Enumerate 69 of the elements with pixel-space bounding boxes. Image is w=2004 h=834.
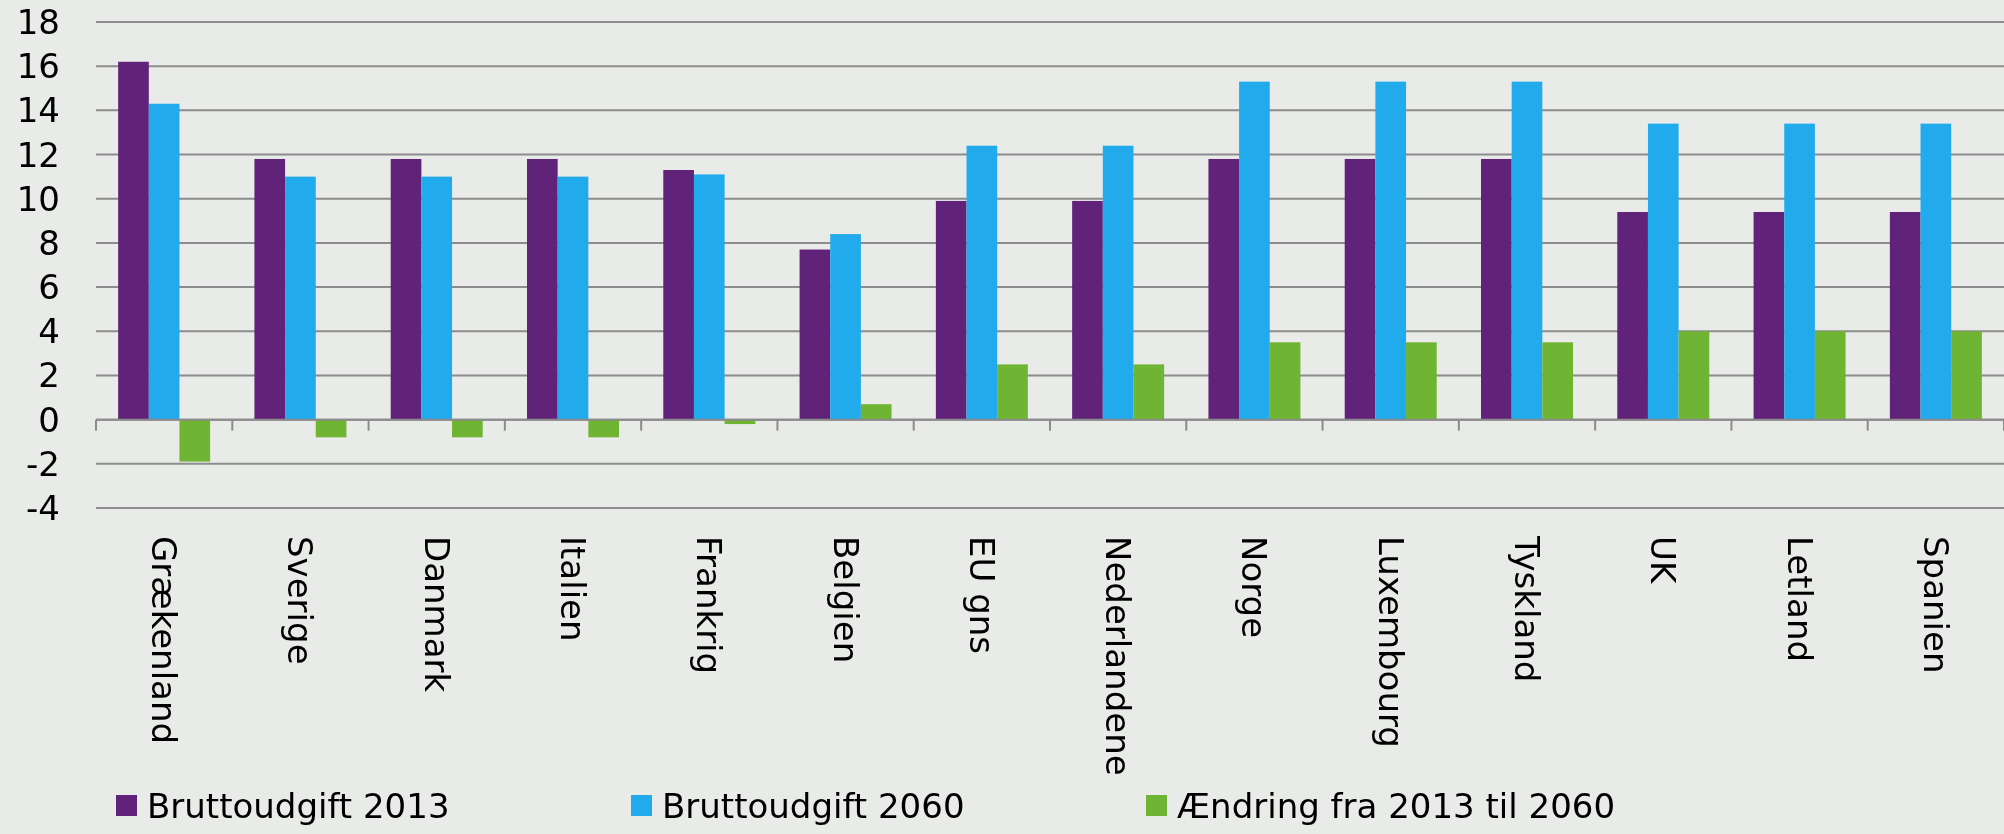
bar bbox=[1814, 331, 1846, 420]
bar bbox=[830, 234, 861, 420]
bar bbox=[1920, 123, 1952, 420]
bar bbox=[390, 158, 422, 420]
bar bbox=[1208, 158, 1240, 420]
bar bbox=[1269, 342, 1301, 420]
legend-label: Bruttoudgift 2013 bbox=[147, 786, 450, 826]
bar bbox=[421, 176, 453, 420]
x-tick-label: Letland bbox=[1779, 536, 1820, 663]
x-tick-label: Belgien bbox=[825, 536, 866, 664]
bar bbox=[148, 103, 180, 420]
bar bbox=[118, 61, 149, 420]
bar bbox=[1102, 145, 1134, 420]
bar bbox=[1753, 211, 1785, 420]
bar bbox=[693, 174, 725, 420]
y-tick-label: 0 bbox=[38, 399, 60, 440]
y-tick-label: 8 bbox=[38, 222, 60, 263]
x-tick-label: Danmark bbox=[416, 536, 457, 693]
y-tick-label: 12 bbox=[16, 134, 60, 175]
x-tick-label: Tyskland bbox=[1507, 535, 1547, 683]
y-tick-label: -2 bbox=[26, 443, 60, 484]
bar bbox=[966, 145, 998, 420]
bar bbox=[1784, 123, 1815, 420]
x-tick-label: EU gns bbox=[961, 536, 1002, 655]
bar bbox=[1344, 158, 1376, 420]
bar bbox=[1678, 331, 1710, 420]
y-tick-label: 16 bbox=[16, 46, 60, 87]
y-tick-label: -4 bbox=[26, 488, 60, 528]
bar bbox=[452, 419, 483, 438]
bar bbox=[663, 170, 694, 420]
y-tick-label: 10 bbox=[16, 178, 60, 219]
bar bbox=[1375, 81, 1407, 420]
bar bbox=[1647, 123, 1679, 420]
bar bbox=[1542, 342, 1573, 420]
y-tick-label: 6 bbox=[38, 267, 60, 308]
y-tick-label: 4 bbox=[38, 311, 60, 352]
bar bbox=[1406, 342, 1437, 420]
bar bbox=[1951, 331, 1982, 420]
bar bbox=[527, 158, 558, 420]
x-tick-label: Luxembourg bbox=[1370, 536, 1411, 748]
bar bbox=[1889, 211, 1921, 420]
x-tick-label: Frankrig bbox=[689, 536, 730, 675]
x-tick-label: Italien bbox=[553, 536, 593, 642]
bar bbox=[285, 176, 316, 420]
y-tick-label: 2 bbox=[38, 355, 60, 396]
bar bbox=[254, 158, 286, 420]
x-tick-label: Spanien bbox=[1915, 536, 1956, 674]
x-tick-label: Norge bbox=[1234, 536, 1275, 639]
bar bbox=[997, 364, 1028, 420]
y-tick-label: 18 bbox=[16, 2, 60, 42]
bar bbox=[588, 419, 619, 438]
bar bbox=[1511, 81, 1543, 420]
bar bbox=[179, 419, 211, 462]
bar bbox=[799, 249, 831, 420]
bar bbox=[1481, 158, 1512, 420]
bar bbox=[1133, 364, 1165, 420]
legend-label: Bruttoudgift 2060 bbox=[662, 786, 965, 826]
bar bbox=[557, 176, 589, 420]
bar bbox=[935, 200, 967, 420]
bar bbox=[860, 404, 892, 420]
legend-label: Ændring fra 2013 til 2060 bbox=[1177, 786, 1616, 826]
x-tick-label: UK bbox=[1643, 536, 1684, 585]
x-tick-label: Nederlandene bbox=[1098, 536, 1139, 776]
y-tick-label: 14 bbox=[16, 90, 60, 131]
bar bbox=[1239, 81, 1270, 420]
bar bbox=[1617, 211, 1648, 420]
bar bbox=[1072, 200, 1103, 420]
x-tick-label: Grækenland bbox=[144, 536, 185, 745]
x-tick-label: Sverige bbox=[280, 536, 321, 665]
